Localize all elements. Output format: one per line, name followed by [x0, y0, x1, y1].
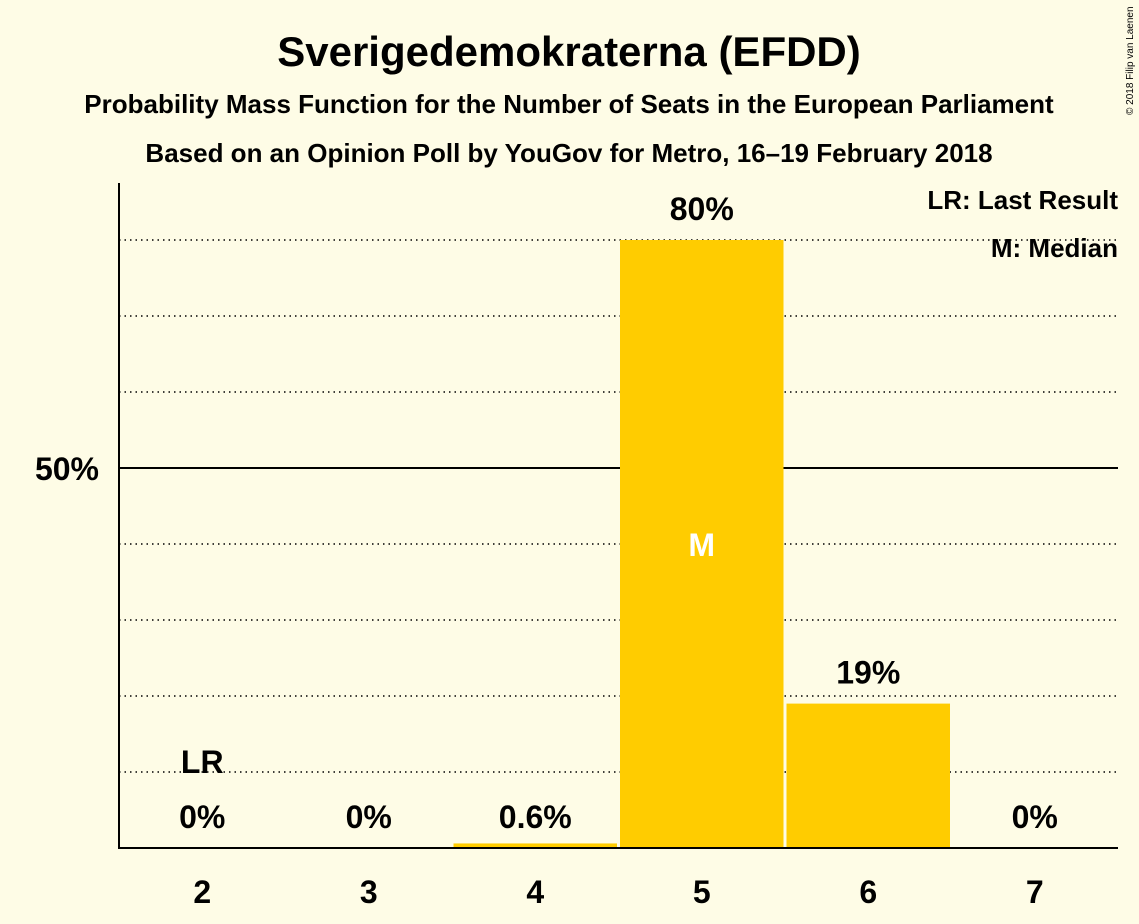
legend-median: M: Median [991, 233, 1118, 263]
data-label-6: 19% [836, 655, 900, 691]
data-label-7: 0% [1012, 799, 1058, 835]
x-tick-label-4: 4 [526, 874, 544, 910]
x-tick-labels: 2 3 4 5 6 7 [193, 874, 1043, 910]
last-result-marker: LR [181, 744, 224, 780]
x-tick-label-7: 7 [1026, 874, 1044, 910]
chart-subtitle-poll: Based on an Opinion Poll by YouGov for M… [145, 138, 992, 168]
x-tick-label-2: 2 [193, 874, 211, 910]
chart-title: Sverigedemokraterna (EFDD) [277, 28, 861, 75]
x-tick-label-5: 5 [693, 874, 711, 910]
data-labels: 0% LR 0% 0.6% 80% M 19% 0% [179, 191, 1058, 835]
legend-last-result: LR: Last Result [927, 185, 1118, 215]
bar-4 [453, 843, 617, 848]
copyright-notice: © 2018 Filip van Laenen [1125, 6, 1136, 115]
data-label-2: 0% [179, 799, 225, 835]
y-tick-label-50: 50% [35, 451, 99, 487]
x-tick-label-3: 3 [360, 874, 378, 910]
x-tick-label-6: 6 [859, 874, 877, 910]
data-label-3: 0% [346, 799, 392, 835]
bar-6 [786, 703, 950, 848]
bar-5 [620, 240, 784, 848]
data-label-4: 0.6% [499, 799, 572, 835]
median-marker: M [688, 527, 715, 563]
bars [453, 240, 950, 848]
data-label-5: 80% [670, 191, 734, 227]
gridlines [119, 239, 1118, 773]
chart-subtitle: Probability Mass Function for the Number… [84, 89, 1054, 119]
